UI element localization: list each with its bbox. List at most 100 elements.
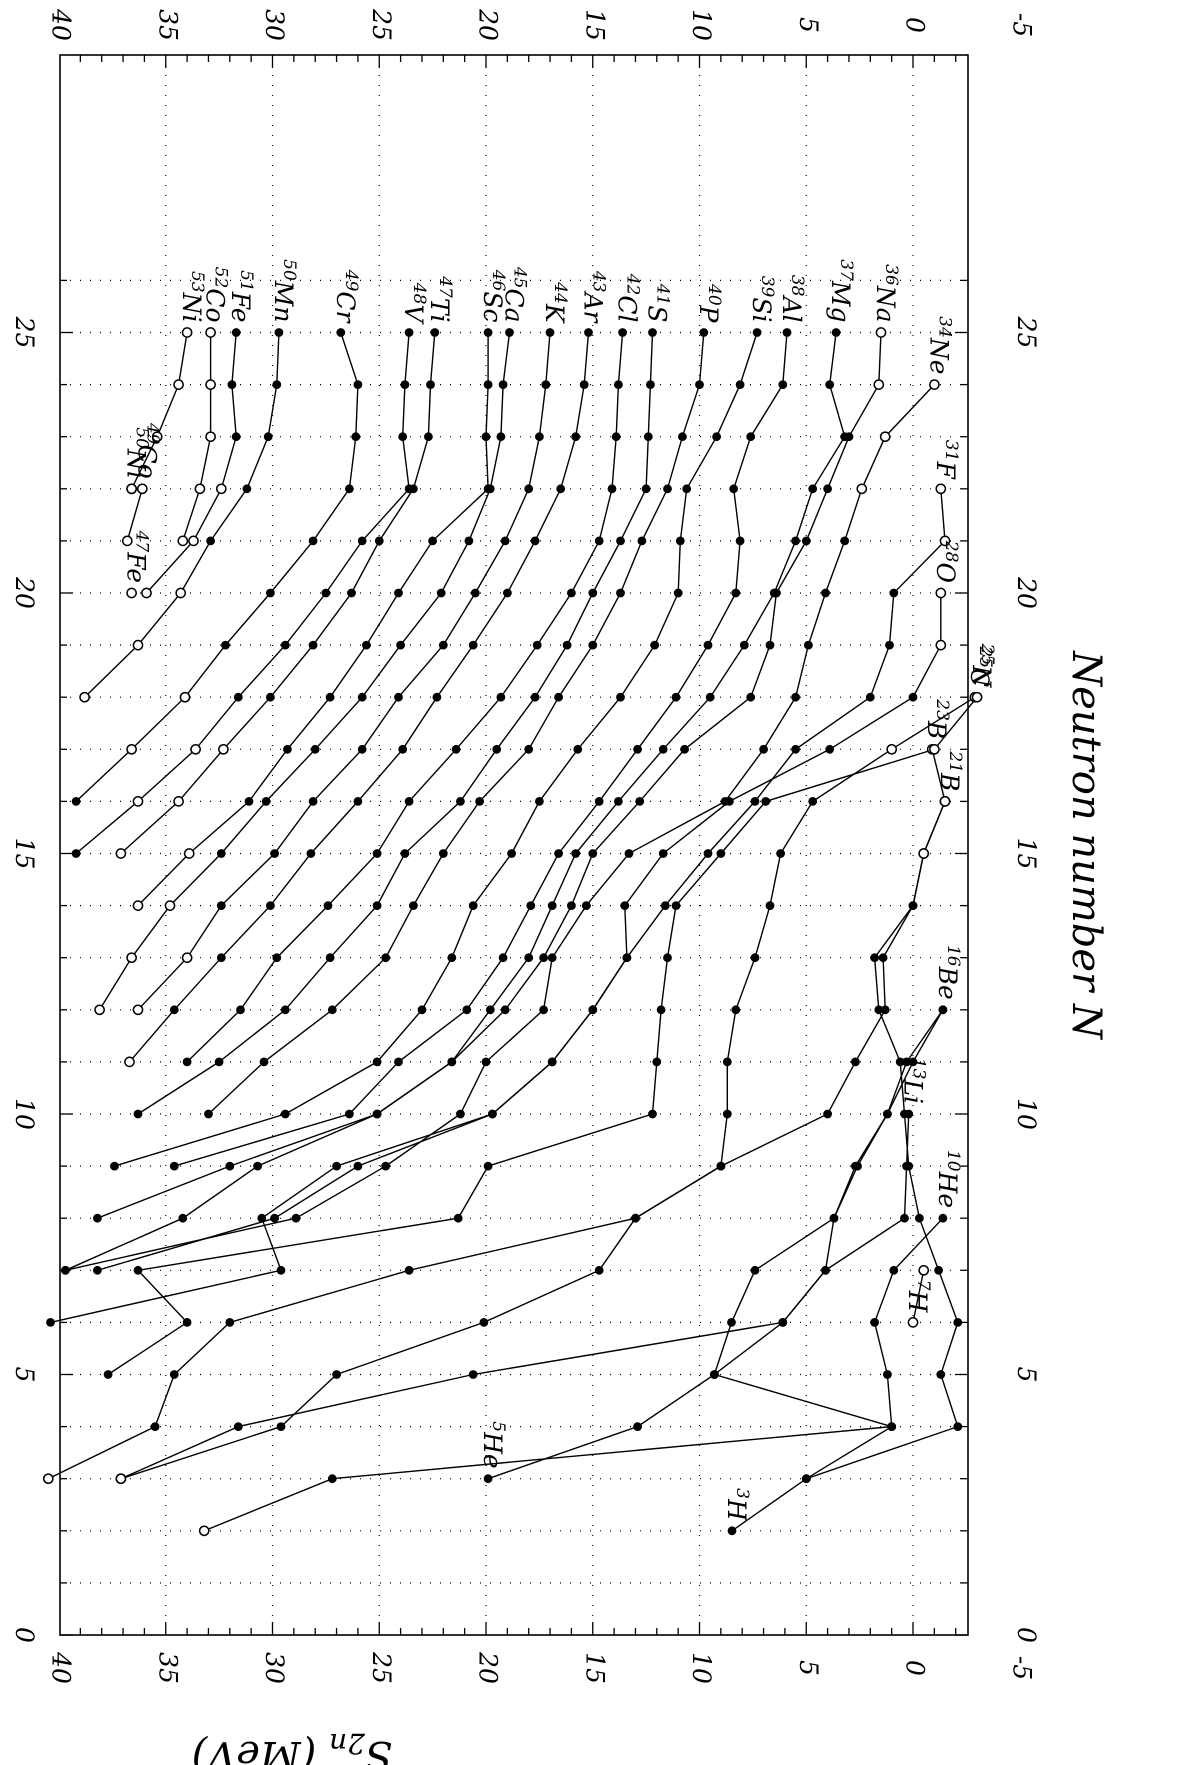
data-point-mg [372, 1109, 382, 1119]
data-point-sc [325, 692, 335, 702]
data-point-ne [720, 797, 730, 806]
data-point-ar [579, 380, 589, 390]
data-point-ca [357, 692, 367, 702]
nuclide-mass-number: 16 [943, 945, 963, 967]
data-point-si [712, 432, 721, 442]
data-point-ti [115, 848, 127, 859]
data-point-v [71, 849, 81, 858]
nuclide-symbol: P [694, 305, 723, 324]
data-point-c [750, 953, 760, 963]
data-point-mg [93, 1213, 102, 1223]
data-point-s [562, 640, 572, 650]
data-point-n [671, 901, 681, 910]
nuclide-symbol: Be [933, 966, 962, 1000]
nuclide-label-o: 28O [931, 540, 961, 583]
data-point-mg [705, 692, 715, 702]
data-point-ti [430, 328, 440, 337]
data-point-ne [856, 483, 868, 495]
data-point-h [953, 1318, 963, 1327]
data-point-al [526, 901, 536, 910]
data-point-si [110, 1161, 119, 1171]
data-point-c [716, 1161, 726, 1171]
data-point-ne [840, 536, 850, 546]
nuclide-mass-number: 7 [913, 1280, 933, 1291]
data-point-k [541, 380, 551, 390]
data-point-al [462, 1005, 472, 1015]
nuclide-label-c: 25 C [965, 645, 995, 687]
nuclide-symbol: Al [777, 294, 806, 322]
data-point-f [939, 535, 951, 547]
data-point-li [710, 1370, 719, 1379]
data-point-p [678, 432, 687, 442]
data-point-cr [308, 536, 318, 546]
data-point-na [178, 1213, 188, 1223]
data-point-p [588, 640, 598, 650]
data-point-na [253, 1161, 263, 1171]
series-line-p [208, 332, 705, 1115]
data-point-f [889, 588, 899, 598]
data-point-sc [244, 797, 254, 806]
data-point-n [453, 1213, 463, 1223]
nuclide-mass-number: 23 [932, 698, 952, 721]
y-axis-label: S2n (MeV) [192, 1727, 393, 1765]
data-point-k [500, 536, 510, 546]
y-tick-label-top: 0 [901, 17, 930, 33]
data-point-c [115, 1473, 127, 1485]
data-point-k [535, 432, 544, 442]
data-point-be [883, 1109, 892, 1119]
y-tick-label-bottom: 25 [367, 1651, 396, 1684]
data-point-ni [151, 431, 163, 443]
data-point-mg [547, 901, 557, 910]
data-point-na [635, 797, 645, 806]
data-point-mn [79, 691, 90, 703]
nuclide-mass-number: 45 [510, 266, 530, 289]
nuclide-symbol: Ca [500, 288, 529, 322]
data-point-c [479, 1318, 489, 1327]
data-point-k [438, 640, 448, 650]
data-point-c [722, 1057, 732, 1067]
data-point-ne [381, 1161, 391, 1171]
series-line-ni [130, 332, 188, 490]
data-point-ne [759, 744, 768, 754]
nuclide-symbol: H [903, 1290, 932, 1314]
nuclide-symbol: N [967, 664, 996, 688]
nuclide-label-b23: 23B [922, 698, 952, 739]
data-point-ca [498, 380, 508, 390]
data-point-ar [306, 849, 316, 858]
data-point-cr [336, 328, 346, 337]
data-point-ne [624, 849, 634, 858]
nuclide-symbol: Co [201, 288, 230, 322]
nuclide-mass-number: 42 [623, 273, 643, 296]
data-point-na [588, 849, 598, 858]
data-point-o [935, 639, 947, 651]
data-point-s [530, 692, 540, 702]
data-point-ti [347, 588, 356, 598]
data-point-he5 [750, 1265, 760, 1275]
data-point-f [547, 1057, 557, 1067]
series-line-he5 [487, 1009, 944, 1480]
nuclide-symbol: O [931, 563, 960, 584]
x-tick-label-left: 10 [10, 1098, 39, 1130]
data-point-cl [496, 692, 506, 702]
data-point-n [182, 1318, 192, 1327]
nuclide-mass-number: 41 [653, 283, 673, 306]
data-point-mg [485, 1005, 495, 1015]
y-tick-label-bottom: 35 [153, 1652, 182, 1684]
data-point-be [468, 1370, 478, 1379]
data-point-p [554, 692, 563, 702]
data-point-ca [216, 849, 226, 858]
nuclide-symbol: Na [871, 285, 900, 323]
data-point-h [915, 1213, 924, 1223]
nuclide-label-cr: 49Cr [331, 269, 361, 325]
nuclide-mass-number: 38 [787, 275, 807, 297]
data-point-cr [71, 797, 81, 806]
data-point-k [545, 328, 555, 337]
data-point-co [205, 379, 216, 390]
nuclide-symbol: Si [747, 297, 776, 322]
nuclide-label-h: 3H [722, 1488, 752, 1522]
data-point-mg [739, 640, 749, 650]
x-tick-label-right: 20 [1012, 576, 1041, 609]
series-line-li [203, 1113, 910, 1532]
data-point-n [133, 1265, 143, 1275]
data-point-v [400, 380, 410, 390]
